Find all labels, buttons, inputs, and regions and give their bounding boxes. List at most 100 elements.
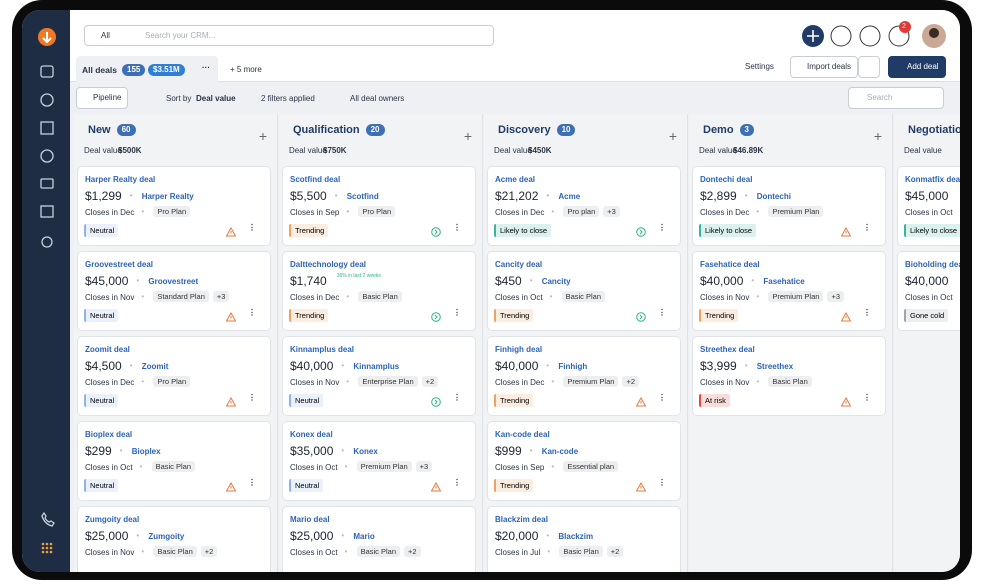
- board-search[interactable]: Search: [848, 87, 944, 109]
- column-add[interactable]: +: [668, 128, 677, 144]
- import-dropdown[interactable]: [858, 56, 880, 78]
- column-name[interactable]: Discovery: [498, 124, 551, 136]
- deal-company[interactable]: Konex: [353, 447, 378, 456]
- extra-tag[interactable]: +2: [622, 376, 639, 387]
- card-menu[interactable]: ⋮: [863, 393, 871, 402]
- extra-tag[interactable]: +3: [603, 206, 620, 217]
- deal-company[interactable]: Bioplex: [131, 447, 161, 456]
- global-search[interactable]: All Search your CRM...: [84, 25, 494, 46]
- deal-company[interactable]: Zumgoity: [148, 532, 185, 541]
- deal-card[interactable]: Acme deal $21,202 • Acme Closes in Dec • Pro p…: [488, 167, 680, 245]
- settings-button[interactable]: Settings: [745, 62, 774, 71]
- card-menu[interactable]: ⋮: [248, 393, 256, 402]
- deal-title[interactable]: Dalttechnology deal: [290, 260, 367, 269]
- deal-title[interactable]: Finhigh deal: [495, 345, 543, 354]
- deal-company[interactable]: Kinnamplus: [353, 362, 400, 371]
- column-name[interactable]: New: [88, 124, 111, 136]
- card-menu[interactable]: ⋮: [863, 308, 871, 317]
- deal-title[interactable]: Konmatfix deal: [905, 175, 960, 184]
- deal-title[interactable]: Bioholding deal: [905, 260, 960, 269]
- import-button[interactable]: Import deals: [790, 56, 859, 78]
- deal-card[interactable]: Konex deal $35,000 • Konex Closes in Oct • Pre…: [283, 422, 475, 500]
- deal-title[interactable]: Zoomit deal: [85, 345, 130, 354]
- deal-title[interactable]: Bioplex deal: [85, 430, 133, 439]
- deal-title[interactable]: Harper Realty deal: [85, 175, 156, 184]
- extra-tag[interactable]: +3: [212, 291, 230, 302]
- deal-value[interactable]: $450K: [528, 146, 552, 155]
- deal-card[interactable]: Cancity deal $450 • Cancity Closes in Oct • Ba…: [488, 252, 680, 330]
- deal-title[interactable]: Blackzim deal: [495, 515, 548, 524]
- deal-title[interactable]: Groovestreet deal: [85, 260, 154, 269]
- deal-card[interactable]: Blackzim deal $20,000 • Blackzim Closes in J…: [488, 507, 680, 572]
- deal-card[interactable]: Harper Realty deal $1,299 • Harper Realty Cl…: [78, 167, 270, 245]
- active-tab[interactable]: All deals 155 $3.51M ···: [76, 56, 218, 82]
- column-name[interactable]: Negotiation: [908, 124, 960, 136]
- card-menu[interactable]: ⋮: [248, 223, 256, 232]
- card-menu[interactable]: ⋮: [453, 308, 461, 317]
- extra-tag[interactable]: +2: [606, 546, 624, 557]
- deal-company[interactable]: Fasehatice: [763, 277, 805, 286]
- column-name[interactable]: Qualification: [293, 124, 360, 136]
- deal-title[interactable]: Fasehatice deal: [700, 260, 760, 269]
- deal-company[interactable]: Zoomit: [141, 362, 169, 371]
- card-menu[interactable]: ⋮: [248, 478, 256, 487]
- card-menu[interactable]: ⋮: [658, 308, 666, 317]
- deal-card[interactable]: Kan-code deal $999 • Kan-code Closes in Sep •…: [488, 422, 680, 500]
- deal-title[interactable]: Kinnamplus deal: [290, 345, 355, 354]
- deal-card[interactable]: Finhigh deal $40,000 • Finhigh Closes in Dec…: [488, 337, 680, 415]
- deal-company[interactable]: Kan-code: [541, 447, 579, 456]
- deal-company[interactable]: Blackzim: [558, 532, 594, 541]
- card-menu[interactable]: ⋮: [453, 478, 461, 487]
- deal-title[interactable]: Acme deal: [495, 175, 536, 184]
- top-icons[interactable]: [800, 20, 960, 50]
- card-menu[interactable]: ⋮: [453, 223, 461, 232]
- deal-card[interactable]: Mario deal $25,000 • Mario Closes in Oct • Bas…: [283, 507, 475, 572]
- sort-field[interactable]: Deal value: [196, 94, 236, 103]
- deal-value[interactable]: $750K: [323, 146, 347, 155]
- deal-value[interactable]: $500K: [118, 146, 142, 155]
- tab-menu[interactable]: ···: [202, 63, 210, 72]
- card-menu[interactable]: ⋮: [658, 478, 666, 487]
- card-menu[interactable]: ⋮: [248, 308, 256, 317]
- deal-card[interactable]: Konmatfix deal $45,000 Closes in Oct Likely…: [898, 167, 960, 245]
- pipeline-select[interactable]: Pipeline: [76, 87, 129, 109]
- column-add[interactable]: +: [463, 128, 472, 144]
- extra-tag[interactable]: +2: [404, 546, 421, 557]
- deal-company[interactable]: Scotfind: [346, 192, 379, 201]
- deal-company[interactable]: Streethex: [756, 362, 794, 371]
- deal-card[interactable]: Kinnamplus deal $40,000 • Kinnamplus Closes …: [283, 337, 475, 415]
- deal-company[interactable]: Acme: [558, 192, 581, 201]
- extra-tag[interactable]: +2: [421, 376, 439, 387]
- deal-title[interactable]: Mario deal: [290, 515, 330, 524]
- deal-card[interactable]: Dontechi deal $2,899 • Dontechi Closes in De…: [693, 167, 885, 245]
- deal-company[interactable]: Groovestreet: [148, 277, 199, 286]
- deal-title[interactable]: Zumgoity deal: [85, 515, 140, 524]
- owners[interactable]: All deal owners: [350, 94, 405, 103]
- deal-title[interactable]: Scotfind deal: [290, 175, 341, 184]
- deal-card[interactable]: Dalttechnology deal $1,740 36% in last 2 w…: [283, 252, 475, 330]
- search-scope[interactable]: All: [101, 31, 110, 40]
- column-name[interactable]: Demo: [703, 124, 734, 136]
- deal-card[interactable]: Zoomit deal $4,500 • Zoomit Closes in Dec • Pr…: [78, 337, 270, 415]
- deal-card[interactable]: Bioholding deal $40,000 Closes in Oct Gone …: [898, 252, 960, 330]
- card-menu[interactable]: ⋮: [453, 393, 461, 402]
- column-add[interactable]: +: [873, 128, 882, 144]
- deal-card[interactable]: Streethex deal $3,999 • Streethex Closes in …: [693, 337, 885, 415]
- deal-title[interactable]: Dontechi deal: [700, 175, 753, 184]
- card-menu[interactable]: ⋮: [658, 393, 666, 402]
- deal-company[interactable]: Harper Realty: [141, 192, 194, 201]
- deal-card[interactable]: Scotfind deal $5,500 • Scotfind Closes in Se…: [283, 167, 475, 245]
- sort-prefix[interactable]: Sort by: [166, 94, 192, 103]
- extra-tag[interactable]: +2: [200, 546, 218, 557]
- card-menu[interactable]: ⋮: [658, 223, 666, 232]
- deal-card[interactable]: Bioplex deal $299 • Bioplex Closes in Oct • Ba…: [78, 422, 270, 500]
- deal-company[interactable]: Finhigh: [558, 362, 588, 371]
- extra-tag[interactable]: +3: [415, 461, 433, 472]
- deal-value[interactable]: $46.89K: [733, 146, 764, 155]
- deal-card[interactable]: Fasehatice deal $40,000 • Fasehatice Closes …: [693, 252, 885, 330]
- add-deal-button[interactable]: Add deal: [888, 56, 946, 78]
- deal-card[interactable]: Groovestreet deal $45,000 • Groovestreet Clo…: [78, 252, 270, 330]
- extra-tag[interactable]: +3: [827, 291, 844, 302]
- deal-company[interactable]: Dontechi: [756, 192, 791, 201]
- deal-title[interactable]: Kan-code deal: [495, 430, 550, 439]
